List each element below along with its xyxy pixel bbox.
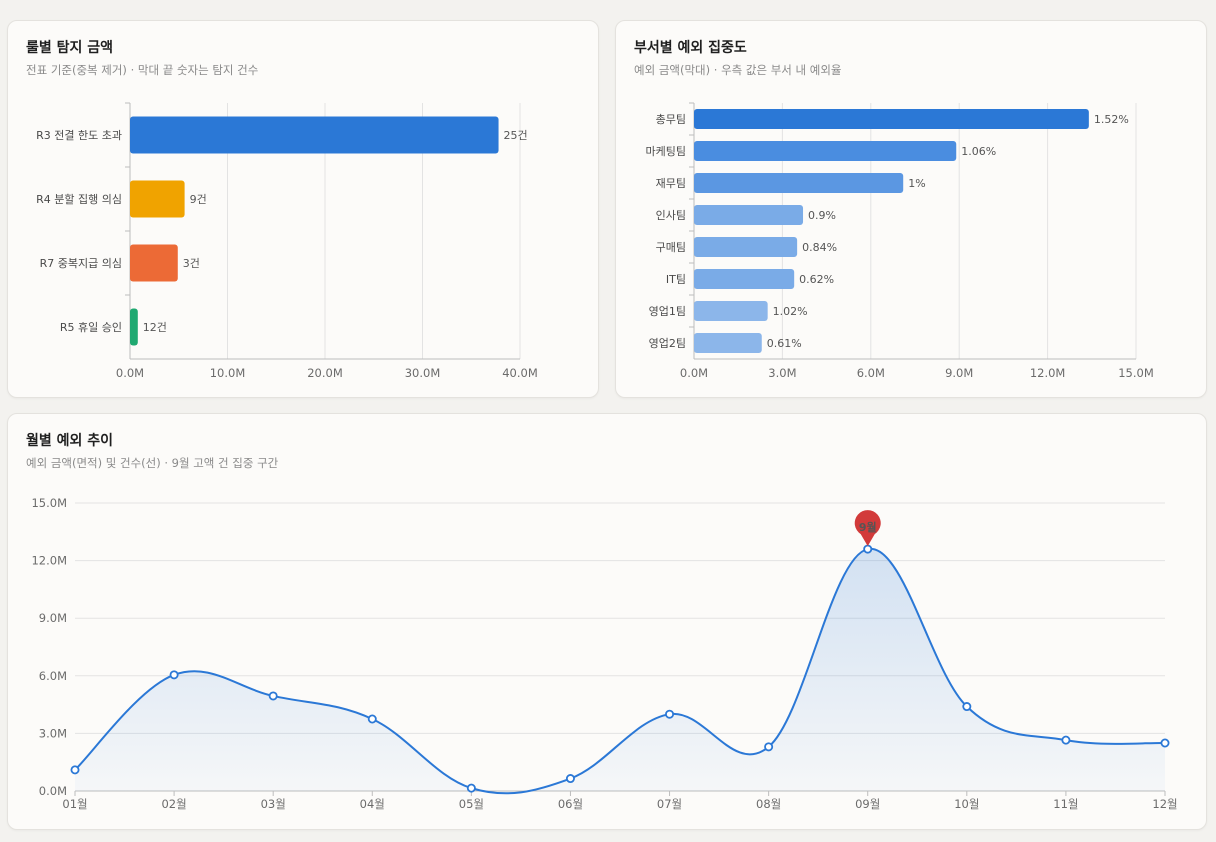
monthly-x-tick-label: 11월 — [1053, 797, 1078, 811]
dept-data-label: 0.61% — [767, 337, 802, 350]
dept-category-label: 총무팀 — [656, 113, 686, 126]
dept-category-label: 구매팀 — [656, 241, 686, 254]
monthly-data-point — [169, 670, 179, 680]
dept-data-label: 1.02% — [773, 305, 808, 318]
dept-chart-subtitle: 예외 금액(막대) · 우측 값은 부서 내 예외율 — [634, 63, 842, 77]
monthly-data-point — [962, 702, 972, 712]
rule-bar — [130, 180, 185, 218]
dept-chart-title: 부서별 예외 집중도 — [634, 40, 747, 56]
rule-x-tick-label: 20.0M — [307, 366, 343, 380]
rule-data-label: 9건 — [190, 193, 207, 206]
dept-bar — [694, 333, 762, 353]
dept-data-label: 0.9% — [808, 209, 836, 222]
monthly-x-tick-label: 09월 — [855, 797, 880, 811]
dept-data-label: 0.84% — [802, 241, 837, 254]
monthly-chart-card: 월별 예외 추이 예외 금액(면적) 및 건수(선) · 9월 고액 건 집중 … — [7, 413, 1207, 830]
monthly-data-point — [466, 783, 476, 793]
monthly-chart-subtitle: 예외 금액(면적) 및 건수(선) · 9월 고액 건 집중 구간 — [26, 456, 279, 470]
rule-data-label: 25건 — [504, 129, 528, 142]
rule-chart-card: 룰별 탐지 금액 전표 기준(중복 제거) · 막대 끝 숫자는 탐지 건수 0… — [7, 20, 599, 398]
monthly-data-point — [665, 709, 675, 719]
rule-x-tick-label: 40.0M — [502, 366, 538, 380]
rule-category-label: R3 전결 한도 초과 — [36, 129, 122, 142]
dept-bar — [694, 141, 957, 161]
monthly-x-tick-label: 04월 — [360, 797, 385, 811]
monthly-x-tick-label: 01월 — [62, 797, 87, 811]
monthly-area-chart: 0.0M 3.0M 6.0M 9.0M 12.0M 15.0M 01월 02월 03월 04월 05… — [31, 496, 1177, 811]
dept-category-label: 영업1팀 — [649, 305, 686, 318]
monthly-area — [75, 548, 1165, 794]
monthly-y-tick-label: 15.0M — [31, 496, 67, 510]
rule-data-label: 12건 — [143, 321, 167, 334]
monthly-y-tick-label: 3.0M — [39, 726, 67, 740]
rule-bar — [130, 244, 178, 282]
monthly-x-tick-label: 12월 — [1152, 797, 1177, 811]
monthly-data-point — [565, 774, 575, 784]
rule-bar — [130, 116, 499, 154]
dept-bar — [694, 301, 768, 321]
rule-x-tick-label: 10.0M — [210, 366, 246, 380]
dept-category-label: IT팀 — [666, 273, 686, 286]
monthly-x-tick-label: 05월 — [459, 797, 484, 811]
dept-bar — [694, 173, 904, 193]
rule-data-label: 3건 — [183, 257, 200, 270]
rule-category-label: R7 중복지급 의심 — [40, 257, 122, 270]
monthly-data-point — [863, 544, 873, 554]
dept-bar — [694, 237, 798, 257]
dept-bar — [694, 205, 804, 225]
dept-x-tick-label: 15.0M — [1118, 366, 1154, 380]
dept-bar — [694, 109, 1089, 129]
dept-x-tick-label: 6.0M — [857, 366, 885, 380]
dept-data-label: 1.52% — [1094, 113, 1129, 126]
monthly-x-tick-label: 10월 — [954, 797, 979, 811]
monthly-y-tick-label: 6.0M — [39, 669, 67, 683]
rule-chart-title: 룰별 탐지 금액 — [26, 40, 114, 56]
rule-category-label: R4 분할 집행 의심 — [36, 193, 122, 206]
monthly-data-point — [764, 742, 774, 752]
monthly-x-tick-label: 06월 — [558, 797, 583, 811]
rule-bar — [130, 308, 138, 346]
dept-data-label: 1.06% — [961, 145, 996, 158]
dept-category-label: 재무팀 — [656, 177, 686, 190]
monthly-y-tick-label: 0.0M — [39, 784, 67, 798]
monthly-x-tick-label: 02월 — [161, 797, 186, 811]
rule-bar-chart: 0.0M 10.0M 20.0M 30.0M 40.0M R3 전결 한도 초과 25건 R4… — [36, 102, 538, 380]
monthly-data-point — [1061, 735, 1071, 745]
dept-category-label: 마케팅팀 — [646, 145, 686, 158]
monthly-data-point — [268, 691, 278, 701]
dept-x-tick-label: 9.0M — [945, 366, 973, 380]
monthly-y-tick-label: 12.0M — [31, 554, 67, 568]
monthly-x-tick-label: 03월 — [261, 797, 286, 811]
dept-category-label: 인사팀 — [656, 209, 686, 222]
dept-bar-chart: 0.0M 3.0M 6.0M 9.0M 12.0M 15.0M 총무팀 1.52% 마케팅팀 1.… — [646, 102, 1154, 380]
dept-chart-card: 부서별 예외 집중도 예외 금액(막대) · 우측 값은 부서 내 예외율 0.… — [615, 20, 1207, 398]
rule-chart-subtitle: 전표 기준(중복 제거) · 막대 끝 숫자는 탐지 건수 — [26, 63, 259, 77]
dept-x-tick-label: 12.0M — [1030, 366, 1066, 380]
monthly-x-tick-label: 07월 — [657, 797, 682, 811]
dept-bar — [694, 269, 795, 289]
dept-category-label: 영업2팀 — [649, 337, 686, 350]
monthly-data-point — [367, 714, 377, 724]
monthly-y-tick-label: 9.0M — [39, 611, 67, 625]
highlight-pin-marker — [854, 510, 881, 547]
dept-data-label: 1% — [908, 177, 925, 190]
dept-x-tick-label: 0.0M — [680, 366, 708, 380]
dept-data-label: 0.62% — [799, 273, 834, 286]
rule-x-tick-label: 0.0M — [116, 366, 144, 380]
dept-x-tick-label: 3.0M — [768, 366, 796, 380]
monthly-data-point — [1160, 738, 1170, 748]
highlight-pin-label: 9월 — [859, 520, 877, 534]
monthly-data-point — [70, 765, 80, 775]
monthly-chart-title: 월별 예외 추이 — [26, 433, 114, 449]
rule-category-label: R5 휴일 승인 — [60, 320, 122, 334]
monthly-x-tick-label: 08월 — [756, 797, 781, 811]
rule-x-tick-label: 30.0M — [405, 366, 441, 380]
